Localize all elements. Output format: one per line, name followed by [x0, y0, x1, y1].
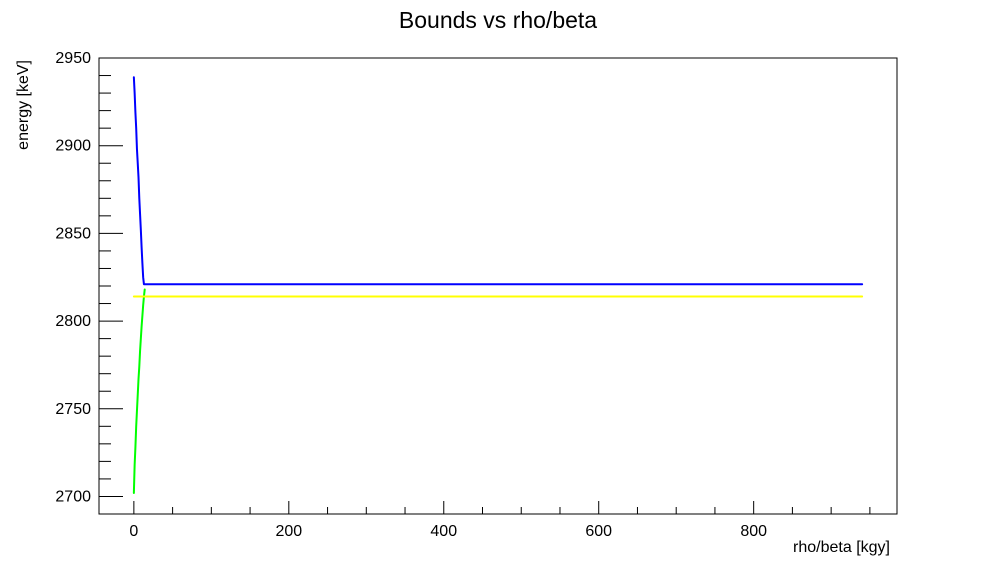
y-tick-label: 2750 — [55, 401, 91, 418]
series-line-1 — [132, 288, 146, 494]
axes-layer: 0 200 400 600 800 2700 2750 2800 2850 2900 2950 — [55, 50, 871, 540]
x-tick-label: 600 — [585, 523, 612, 540]
y-tick-label: 2700 — [55, 488, 91, 505]
x-tick-label: 800 — [740, 523, 767, 540]
series-line-0 — [132, 76, 864, 286]
y-tick-label: 2900 — [55, 138, 91, 155]
x-axis-label: rho/beta [kgy] — [793, 539, 890, 556]
y-tick-label: 2800 — [55, 313, 91, 330]
y-tick-label: 2850 — [55, 225, 91, 242]
y-axis-label: energy [keV] — [15, 60, 32, 150]
x-tick-label: 200 — [275, 523, 302, 540]
x-tick-label: 0 — [129, 523, 138, 540]
series-layer — [132, 76, 864, 494]
y-tick-label: 2950 — [55, 50, 91, 67]
chart-title: Bounds vs rho/beta — [399, 7, 597, 33]
x-tick-label: 400 — [430, 523, 457, 540]
